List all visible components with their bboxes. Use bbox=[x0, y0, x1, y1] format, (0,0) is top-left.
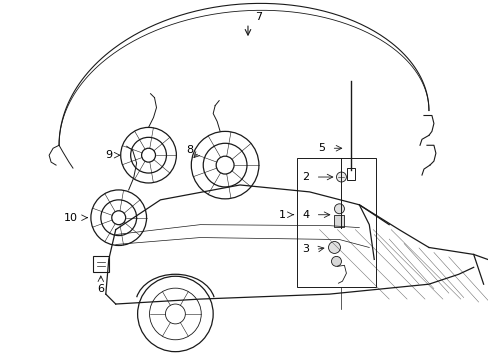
Bar bbox=[93, 256, 108, 272]
Circle shape bbox=[331, 256, 341, 266]
Text: 5: 5 bbox=[317, 143, 325, 153]
Text: 7: 7 bbox=[254, 12, 262, 22]
Circle shape bbox=[336, 172, 346, 182]
Text: 3: 3 bbox=[302, 244, 308, 255]
Text: 2: 2 bbox=[302, 172, 308, 182]
Circle shape bbox=[328, 242, 340, 253]
Text: 8: 8 bbox=[186, 145, 193, 155]
Text: 9: 9 bbox=[105, 150, 112, 160]
Bar bbox=[296, 158, 375, 287]
Circle shape bbox=[334, 204, 344, 214]
Text: 4: 4 bbox=[302, 210, 308, 220]
Text: 1: 1 bbox=[279, 210, 285, 220]
Text: 10: 10 bbox=[64, 213, 78, 223]
Text: 6: 6 bbox=[97, 284, 104, 294]
Bar bbox=[334, 215, 344, 227]
Bar bbox=[346, 168, 355, 180]
